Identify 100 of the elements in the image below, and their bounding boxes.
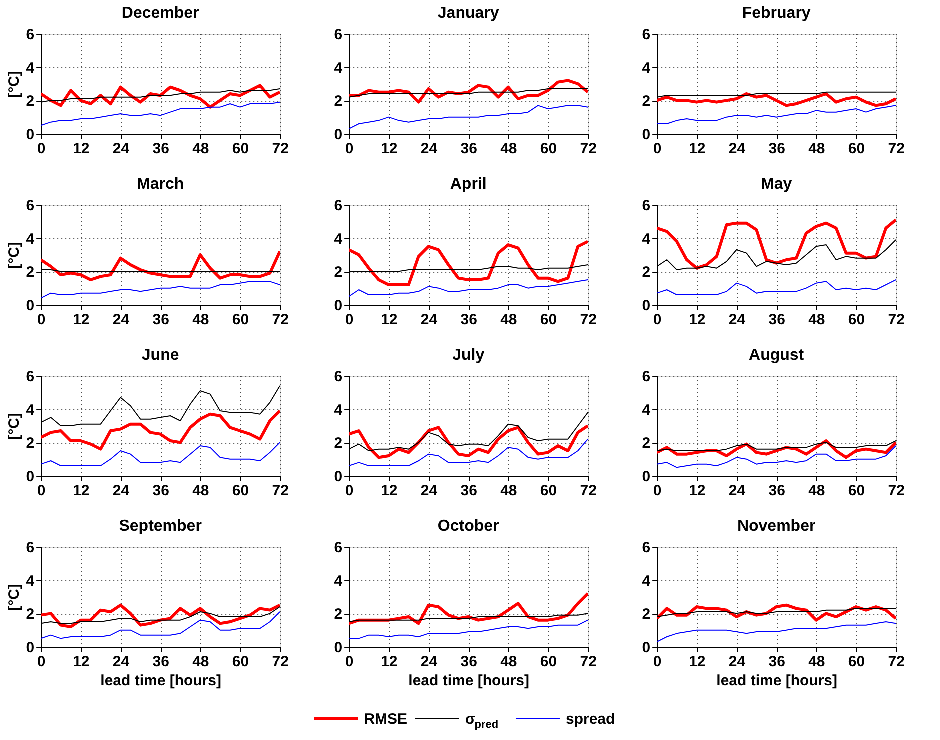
y-tick-label: 6	[642, 368, 651, 386]
y-tick-label: 0	[26, 298, 35, 314]
y-tick-label: 4	[334, 572, 344, 590]
x-tick-label: 72	[580, 312, 597, 328]
y-tick-label: 4	[334, 402, 344, 419]
chart-title: July	[452, 347, 485, 364]
x-tick-label: 24	[420, 312, 438, 328]
x-tick-label: 48	[500, 482, 518, 500]
x-tick-label: 36	[768, 482, 786, 500]
x-tick-label: 12	[381, 482, 398, 500]
y-tick-label: 2	[642, 264, 651, 282]
y-tick-label: 0	[26, 640, 35, 656]
x-tick-label: 60	[540, 654, 558, 670]
x-tick-label: 60	[232, 654, 250, 670]
x-tick-label: 36	[152, 140, 170, 158]
y-tick-label: 4	[26, 572, 36, 590]
x-tick-label: 36	[768, 140, 786, 158]
x-tick-label: 72	[888, 312, 905, 328]
y-tick-label: 4	[26, 402, 36, 419]
y-tick-label: 2	[334, 606, 343, 624]
y-tick-label: 2	[334, 264, 343, 282]
line-series	[657, 280, 896, 296]
x-tick-label: 0	[653, 140, 662, 158]
legend-label: RMSE	[364, 711, 408, 728]
x-tick-label: 0	[37, 482, 46, 500]
y-axis-title: [°C]	[6, 413, 24, 440]
chart-title: September	[119, 518, 202, 535]
line-series	[657, 218, 896, 270]
chart-title: December	[122, 5, 200, 22]
x-tick-label: 0	[345, 482, 354, 500]
x-tick-label: 48	[500, 140, 518, 158]
x-tick-label: 60	[540, 482, 558, 500]
y-tick-label: 4	[642, 230, 652, 248]
line-series	[657, 105, 896, 124]
y-tick-label: 4	[642, 60, 652, 77]
line-series	[349, 105, 588, 130]
x-tick-label: 48	[808, 312, 826, 328]
x-tick-label: 12	[73, 482, 90, 500]
y-tick-label: 0	[334, 640, 343, 656]
y-axis-title: [°C]	[6, 584, 24, 611]
x-tick-label: 24	[420, 482, 438, 500]
line-series	[349, 424, 588, 460]
y-tick-label: 6	[26, 26, 35, 44]
line-series	[657, 622, 896, 642]
x-axis-title: lead time [hours]	[716, 672, 838, 690]
y-tick-label: 2	[334, 435, 343, 452]
x-tick-label: 48	[192, 482, 210, 500]
x-tick-label: 72	[580, 654, 597, 670]
y-tick-label: 2	[26, 93, 35, 110]
x-tick-label: 0	[345, 312, 354, 328]
x-tick-label: 36	[152, 482, 170, 500]
y-tick-label: 0	[642, 640, 651, 656]
x-tick-label: 12	[381, 312, 398, 328]
line-series	[41, 102, 280, 126]
x-tick-label: 24	[112, 312, 130, 328]
x-tick-label: 36	[768, 312, 786, 328]
x-tick-label: 36	[460, 654, 478, 670]
y-tick-label: 4	[334, 60, 344, 77]
y-tick-label: 4	[642, 572, 652, 590]
x-tick-label: 60	[848, 654, 866, 670]
line-series	[41, 410, 280, 451]
y-tick-label: 6	[334, 368, 343, 386]
y-tick-label: 6	[26, 198, 35, 214]
chart-title: October	[438, 518, 500, 535]
y-tick-label: 2	[642, 606, 651, 624]
x-tick-label: 60	[232, 140, 250, 158]
line-series	[657, 92, 896, 108]
y-tick-label: 2	[26, 435, 35, 452]
y-tick-label: 6	[26, 540, 35, 556]
y-tick-label: 0	[334, 298, 343, 314]
x-tick-label: 60	[232, 312, 250, 328]
x-tick-label: 60	[848, 482, 866, 500]
x-tick-label: 72	[888, 140, 905, 158]
line-series	[349, 620, 588, 640]
x-tick-label: 48	[192, 140, 210, 158]
x-tick-label: 24	[112, 140, 130, 158]
y-tick-label: 6	[642, 198, 651, 214]
chart-title: June	[142, 347, 180, 364]
x-tick-label: 0	[345, 654, 354, 670]
x-tick-label: 72	[580, 482, 597, 500]
y-tick-label: 0	[642, 468, 651, 486]
x-tick-label: 72	[888, 654, 905, 670]
x-tick-label: 12	[73, 312, 90, 328]
x-tick-label: 24	[420, 654, 438, 670]
line-series	[349, 438, 588, 466]
y-tick-label: 0	[642, 298, 651, 314]
chart-title: May	[761, 176, 792, 193]
x-tick-label: 36	[460, 312, 478, 328]
x-tick-label: 12	[689, 312, 706, 328]
line-series	[41, 281, 280, 299]
y-tick-label: 0	[26, 126, 35, 144]
chart-title: August	[749, 347, 805, 364]
x-tick-label: 24	[112, 654, 130, 670]
x-tick-label: 72	[888, 482, 905, 500]
x-tick-label: 0	[345, 140, 354, 158]
x-tick-label: 60	[848, 140, 866, 158]
x-tick-label: 12	[73, 654, 90, 670]
line-series	[349, 79, 588, 104]
x-tick-label: 0	[653, 312, 662, 328]
x-tick-label: 48	[500, 312, 518, 328]
